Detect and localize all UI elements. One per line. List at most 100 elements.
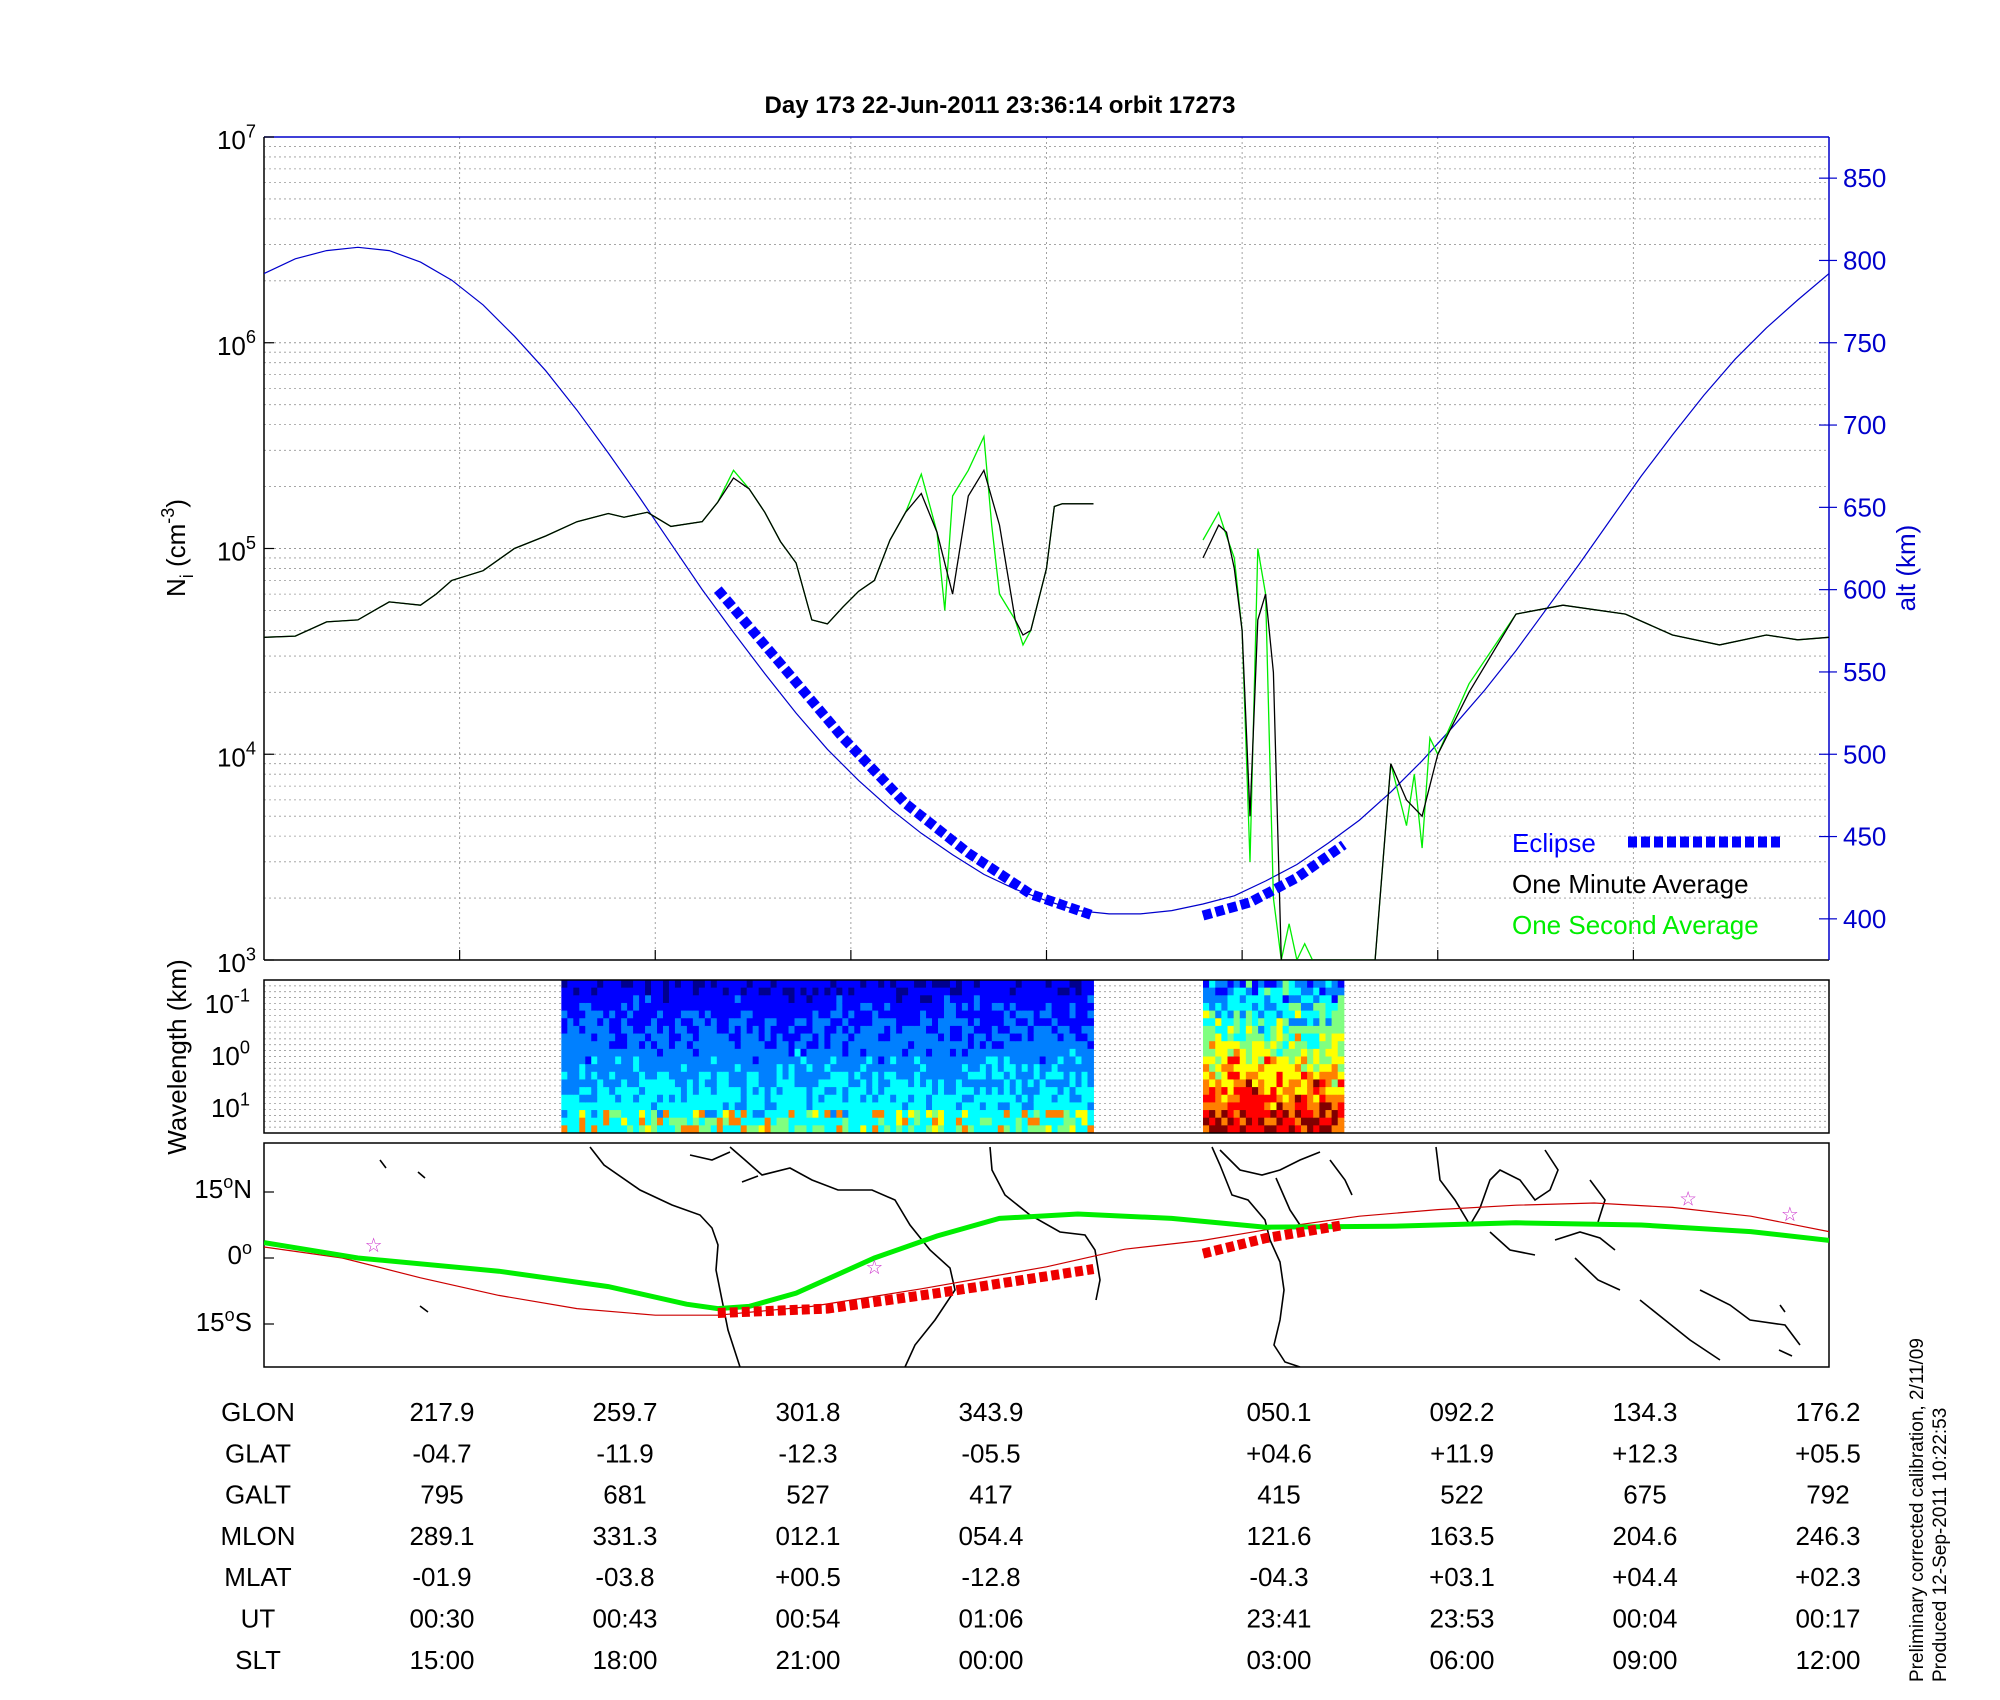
spectrogram-cell [1282, 1002, 1290, 1012]
spectrogram-cell [1307, 1117, 1314, 1126]
table-cell: +02.3 [1795, 1562, 1861, 1592]
spectrogram-cell [591, 1079, 598, 1088]
spectrogram-cell [967, 987, 975, 996]
spectrogram-cell [609, 1010, 616, 1019]
spectrogram-cell [561, 1087, 568, 1096]
spectrogram-cell [1069, 1048, 1077, 1057]
spectrogram-cell [1075, 1071, 1082, 1080]
spectrogram-cell [848, 1033, 855, 1042]
spectrogram-cell [1221, 987, 1228, 996]
spectrogram-cell [740, 1110, 748, 1119]
spectrogram-cell [591, 1056, 598, 1065]
spectrogram-cell [1057, 1048, 1065, 1057]
spectrogram-cell [1270, 1071, 1277, 1080]
spectrogram-cell [1239, 1033, 1247, 1042]
spectrogram-cell [1051, 1079, 1059, 1088]
spectrogram-cell [1294, 1048, 1302, 1057]
spectrogram-cell [746, 1018, 754, 1027]
spectrogram-cell [1264, 1048, 1271, 1057]
spectrogram-cell [1276, 1079, 1284, 1088]
spectrogram-cell [1319, 1025, 1326, 1035]
spectrogram-cell [949, 1025, 957, 1035]
spectrogram-cell [770, 980, 778, 989]
spectrogram-cell [836, 987, 843, 996]
spectrogram-cell [1051, 1048, 1059, 1057]
spectrogram-cell [1313, 1079, 1320, 1088]
spectrogram-cell [1307, 995, 1314, 1004]
spectrogram-cell [1069, 1064, 1077, 1073]
spectrogram-cell [812, 1033, 819, 1042]
spectrogram-cell [1063, 987, 1071, 996]
spectrogram-cell [926, 1071, 933, 1080]
spectrogram-cell [824, 1117, 831, 1126]
spectrogram-cell [1337, 1110, 1345, 1119]
spectrogram-cell [710, 1125, 718, 1134]
spectrogram-cell [1270, 1056, 1277, 1065]
spectrogram-cell [746, 1110, 754, 1119]
spectrogram-cell [884, 1125, 891, 1134]
spectrogram-cell [794, 1087, 801, 1096]
table-cell: -03.8 [595, 1562, 654, 1592]
spectrogram-cell [830, 1117, 837, 1126]
spectrogram-cell [680, 1125, 688, 1134]
spectrogram-cell [914, 1002, 921, 1012]
spectrogram-cell [1313, 1056, 1320, 1065]
spectrogram-cell [770, 1048, 778, 1057]
spectrogram-cell [1233, 1064, 1241, 1073]
spectrogram-cell [722, 1064, 730, 1073]
spectrogram-cell [1057, 1025, 1065, 1035]
spectrogram-cell [716, 987, 724, 996]
spectrogram-cell [973, 1002, 981, 1012]
spectrogram-cell [633, 1102, 640, 1111]
spectrogram-cell [1027, 1033, 1035, 1042]
spectrogram-cell [1063, 1048, 1071, 1057]
spectrogram-cell [710, 1117, 718, 1126]
spectrogram-cell [1245, 1025, 1253, 1035]
spectrogram-cell [938, 987, 945, 996]
spectrogram-cell [668, 1079, 676, 1088]
spectrogram-cell [949, 1064, 957, 1073]
spectrogram-cell [662, 1102, 670, 1111]
spectrogram-cell [800, 1048, 807, 1057]
spectrogram-cell [668, 1117, 676, 1126]
spectrogram-cell [788, 1064, 796, 1073]
spectrogram-cell [1215, 1110, 1222, 1119]
spectrogram-cell [991, 1025, 999, 1035]
spectrogram-cell [740, 1002, 748, 1012]
spectrogram-cell [902, 1094, 909, 1103]
spectrogram-cell [1069, 1025, 1077, 1035]
spectrogram-cell [615, 1087, 622, 1096]
spectrogram-cell [1319, 1018, 1326, 1027]
spectrogram-cell [1294, 1033, 1302, 1042]
spectrogram-cell [872, 1117, 879, 1126]
spectrogram-cell [579, 1033, 586, 1042]
spectrogram-cell [633, 1033, 640, 1042]
spectrogram-cell [1057, 1079, 1065, 1088]
spectrogram-cell [758, 1125, 766, 1134]
spectrogram-cell [938, 1079, 945, 1088]
spectrogram-cell [943, 1102, 951, 1111]
spectrogram-cell [1294, 1102, 1302, 1111]
spectrogram-cell [651, 1079, 658, 1088]
spectrogram-cell [710, 1025, 718, 1035]
spectrogram-cell [1313, 1125, 1320, 1134]
spectrogram-cell [1203, 1071, 1210, 1080]
spectrogram-cell [674, 1033, 682, 1042]
spectrogram-cell [1313, 987, 1320, 996]
spectrogram-cell [1337, 1125, 1345, 1134]
spectrogram-cell [818, 1033, 825, 1042]
spectrogram-cell [794, 1002, 801, 1012]
spectrogram-cell [1027, 1002, 1035, 1012]
table-cell: +03.1 [1429, 1562, 1495, 1592]
spectrogram-cell [573, 987, 580, 996]
spectrogram-cell [692, 1033, 700, 1042]
spectrogram-cell [722, 1056, 730, 1065]
spectrogram-cell [932, 1064, 939, 1073]
spectrogram-cell [818, 1110, 825, 1119]
spectrogram-cell [1221, 1010, 1228, 1019]
spectrogram-cell [973, 1033, 981, 1042]
spectrogram-cell [674, 1102, 682, 1111]
y-tick-label: 103 [217, 944, 256, 978]
spectrogram-cell [680, 1048, 688, 1057]
spectrogram-cell [1063, 1117, 1071, 1126]
